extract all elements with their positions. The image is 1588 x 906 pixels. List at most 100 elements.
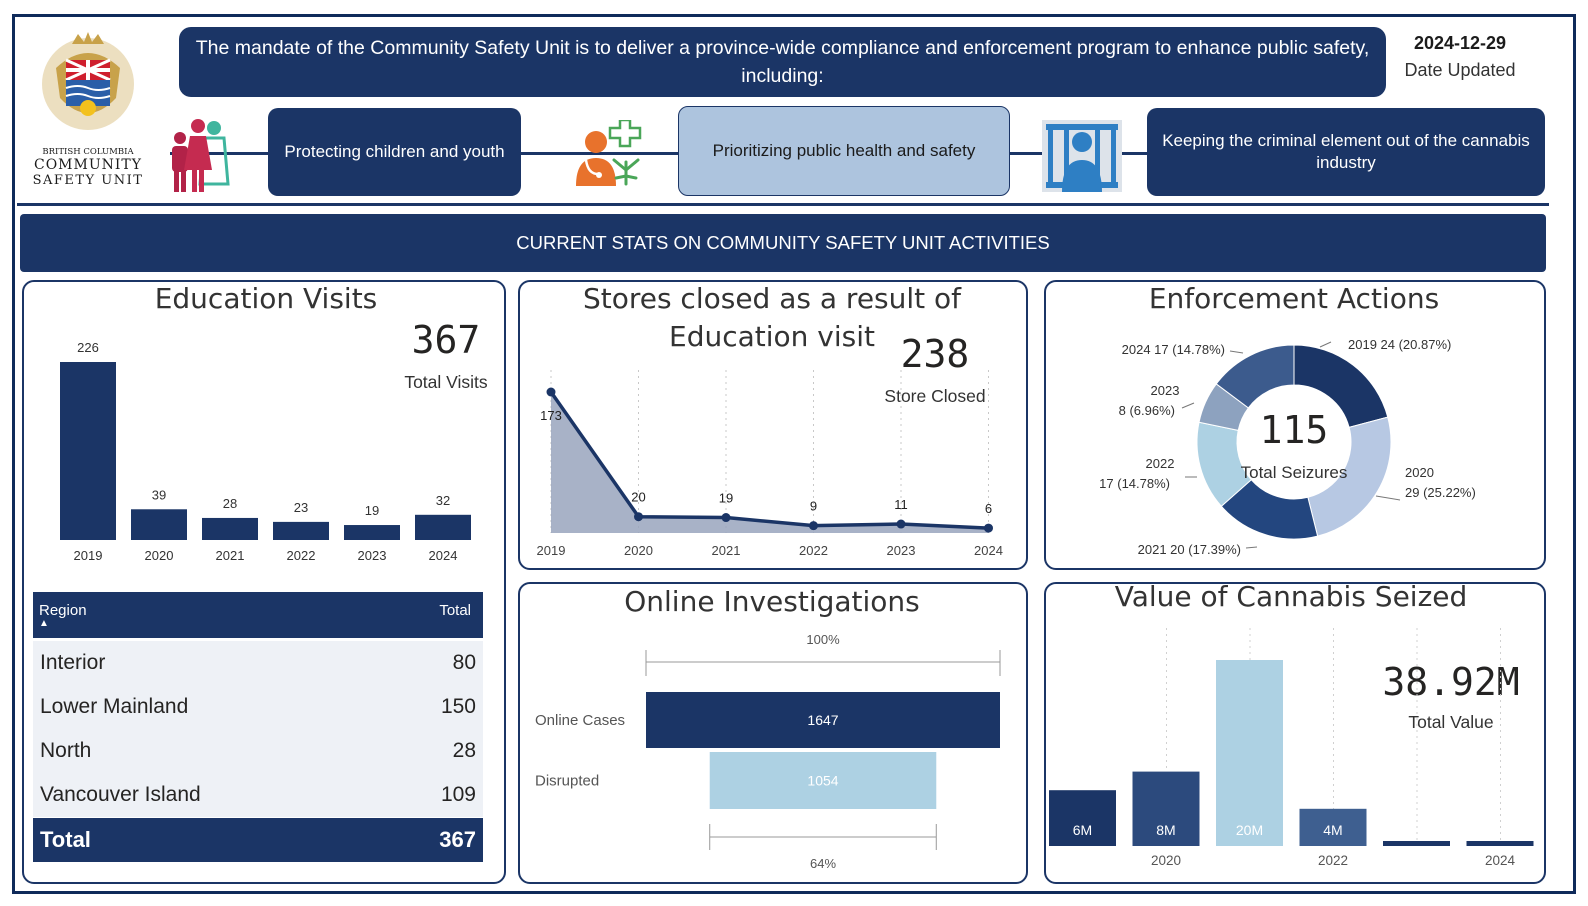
- value-x-tick: 2024: [1485, 853, 1516, 868]
- education-bar-label: 32: [436, 493, 450, 508]
- value-bar: [1216, 660, 1283, 846]
- table-row[interactable]: Lower Mainland 150: [33, 685, 483, 729]
- donut-leader: [1181, 402, 1195, 409]
- education-x-tick: 2024: [429, 548, 458, 563]
- donut-label: 17 (14.78%): [1099, 476, 1170, 491]
- region-cell: Interior: [40, 651, 106, 674]
- table-row[interactable]: Interior 80: [33, 641, 483, 685]
- region-column-header[interactable]: Region: [39, 602, 87, 619]
- stores-point-label: 9: [810, 499, 817, 514]
- cannabis-value-card: [1044, 582, 1546, 884]
- stores-point-label: 19: [719, 491, 733, 506]
- funnel-bar-value: 1054: [807, 773, 838, 789]
- logo-line2: COMMUNITY: [33, 157, 143, 173]
- education-bar: [131, 509, 187, 540]
- enforcement-actions-title: Enforcement Actions: [1148, 282, 1440, 315]
- education-bar-label: 19: [365, 503, 379, 518]
- total-label: Total: [40, 827, 91, 852]
- value-bar: [1466, 841, 1534, 846]
- education-x-tick: 2019: [74, 548, 103, 563]
- value-bar-label: 6M: [1073, 822, 1092, 838]
- health-cannabis-icon: [568, 118, 644, 190]
- value-bar: [1049, 790, 1116, 846]
- total-cell: 150: [440, 695, 476, 718]
- stores-point: [896, 519, 906, 529]
- education-x-tick: 2022: [287, 548, 316, 563]
- donut-label-year: 2023: [1151, 383, 1180, 398]
- donut-leader: [1229, 350, 1244, 354]
- pillar-public-health: Prioritizing public health and safety: [678, 106, 1010, 196]
- mandate-text: The mandate of the Community Safety Unit…: [179, 27, 1386, 97]
- education-bar: [344, 525, 400, 540]
- stores-x-tick: 2020: [624, 543, 653, 558]
- value-x-tick: 2022: [1318, 853, 1348, 868]
- education-x-tick: 2021: [216, 548, 245, 563]
- funnel-bar: [709, 752, 937, 809]
- pillar-connector: [170, 152, 1150, 155]
- donut-label: 29 (25.22%): [1405, 485, 1476, 500]
- value-bar: [1132, 771, 1200, 846]
- value-x-tick: 2020: [1151, 853, 1181, 868]
- funnel-bar: [646, 692, 1000, 748]
- region-cell: North: [40, 739, 92, 762]
- stores-point: [721, 513, 731, 523]
- funnel-bottom-percent: 64%: [810, 856, 836, 871]
- pillar-criminal-element: Keeping the criminal element out of the …: [1147, 108, 1545, 196]
- education-x-tick: 2023: [358, 548, 387, 563]
- donut-leader: [1375, 495, 1401, 501]
- total-cell: 80: [452, 651, 476, 674]
- donut-label: 2021 20 (17.39%): [1138, 542, 1241, 557]
- date-updated-label: Date Updated: [1404, 60, 1516, 80]
- donut-slice: [1215, 344, 1295, 409]
- date-updated-value: 2024-12-29: [1413, 33, 1507, 53]
- donut-label: 2019 24 (20.87%): [1348, 337, 1451, 352]
- value-bar-label: 20M: [1236, 822, 1263, 838]
- value-bar: [1383, 841, 1450, 846]
- donut-label-year: 2022: [1146, 456, 1175, 471]
- cannabis-value-title: Value of Cannabis Seized: [1114, 580, 1468, 613]
- table-total-row: Total 367: [33, 818, 483, 862]
- value-bar-label: 8M: [1156, 822, 1175, 838]
- stores-point: [634, 512, 643, 522]
- value-bar: [1299, 808, 1367, 846]
- stores-point-label: 173: [540, 408, 562, 423]
- stores-x-tick: 2024: [974, 543, 1003, 558]
- cannabis-value-chart: 6M 8M 20M 4M 2020 2022 2024: [1049, 628, 1534, 868]
- total-value-label: Total Value: [1408, 712, 1494, 732]
- stores-closed-title-line1: Stores closed as a result of: [582, 282, 962, 315]
- stores-closed-title-line2: Education visit: [669, 320, 875, 353]
- store-closed-label: Store Closed: [884, 386, 986, 406]
- donut-label: 8 (6.96%): [1119, 403, 1175, 418]
- value-bar-label: 4M: [1323, 822, 1342, 838]
- crest-icon: [42, 32, 134, 130]
- bc-csu-logo: BRITISH COLUMBIA COMMUNITY SAFETY UNIT: [26, 28, 150, 190]
- total-seizures-label: Total Seizures: [1240, 463, 1348, 482]
- region-cell: Lower Mainland: [40, 695, 189, 718]
- table-row[interactable]: Vancouver Island 109: [33, 773, 483, 817]
- logo-line3: SAFETY UNIT: [32, 173, 144, 188]
- total-seizures-value: 115: [1259, 408, 1329, 452]
- education-bar: [273, 521, 329, 540]
- total-cell: 28: [452, 739, 476, 762]
- stores-x-tick: 2019: [537, 543, 566, 558]
- total-value-kpi: 38.92M: [1382, 660, 1520, 704]
- jailed-person-icon: [1042, 120, 1122, 192]
- education-bar: [60, 362, 116, 540]
- funnel-top-percent: 100%: [806, 632, 840, 647]
- total-column-header[interactable]: Total: [439, 602, 471, 619]
- table-row[interactable]: North 28: [33, 729, 483, 773]
- section-divider: [17, 203, 1549, 206]
- online-investigations-title: Online Investigations: [624, 585, 920, 618]
- education-x-tick: 2020: [145, 548, 174, 563]
- stores-x-tick: 2022: [799, 543, 828, 558]
- education-bar-label: 226: [77, 340, 99, 355]
- stores-point-label: 11: [894, 497, 908, 512]
- stores-line: [549, 390, 989, 530]
- enforcement-donut-chart: 2019 24 (20.87%) 2020 29 (25.22%) 2021 20 (…: [1099, 337, 1476, 557]
- total-value: 367: [439, 827, 476, 852]
- sort-ascending-icon[interactable]: ▲: [39, 618, 49, 629]
- education-bar: [202, 517, 258, 540]
- stats-banner: CURRENT STATS ON COMMUNITY SAFETY UNIT A…: [20, 214, 1546, 272]
- total-visits-value: 367: [411, 318, 481, 362]
- education-bar-label: 23: [294, 500, 308, 515]
